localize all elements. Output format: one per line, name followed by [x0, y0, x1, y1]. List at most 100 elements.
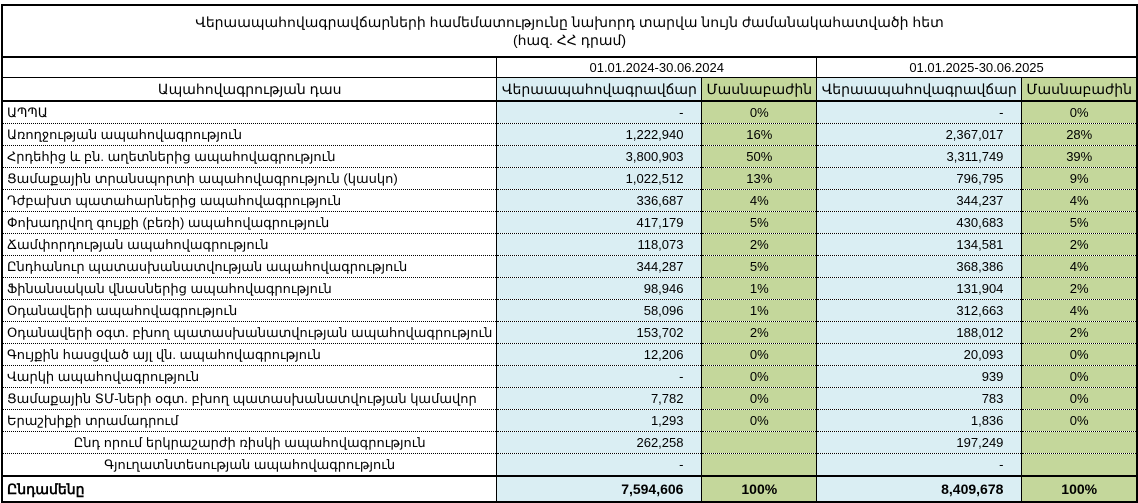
empty-cell[interactable] [1, 56, 498, 78]
premium-2025-cell[interactable]: 344,237 [816, 189, 1023, 212]
premium-2024-cell[interactable]: 7,782 [496, 387, 703, 410]
premium-2025-cell[interactable]: 131,904 [816, 277, 1023, 300]
premium-2025-cell[interactable]: 312,663 [816, 299, 1023, 322]
header-row: Ապահովագրության դաս Վերաապահովագրավճար Մ… [1, 77, 1138, 102]
total-premium-2025[interactable]: 8,409,678 [816, 475, 1023, 503]
premium-2024-cell[interactable]: - [496, 453, 703, 477]
share-2024-cell[interactable]: 0% [701, 409, 818, 432]
total-label[interactable]: Ընդամենը [1, 475, 498, 503]
premium-2024-cell[interactable]: 118,073 [496, 233, 703, 256]
premium-2025-cell[interactable]: 2,367,017 [816, 123, 1023, 146]
premium-2024-cell[interactable]: 417,179 [496, 211, 703, 234]
premium-2024-cell[interactable]: - [496, 101, 703, 124]
share-2025-cell[interactable]: 28% [1021, 123, 1138, 146]
header-share-2025[interactable]: Մասնաբաժին [1021, 77, 1138, 102]
class-name-cell[interactable]: Օդանավերի օգտ. բխող պատասխանատվության ապ… [1, 321, 498, 344]
class-name-cell[interactable]: Ընդ որում երկրաշարժի ռիսկի ապահովագրությ… [1, 431, 498, 454]
period-2024[interactable]: 01.01.2024-30.06.2024 [496, 56, 818, 78]
share-2024-cell[interactable]: 0% [701, 387, 818, 410]
share-2025-cell[interactable]: 2% [1021, 233, 1138, 256]
total-premium-2024[interactable]: 7,594,606 [496, 475, 703, 503]
share-2025-cell[interactable]: 2% [1021, 321, 1138, 344]
class-name-cell[interactable]: ԱՊՊԱ [1, 101, 498, 124]
premium-2025-cell[interactable]: 20,093 [816, 343, 1023, 366]
share-2025-cell[interactable]: 0% [1021, 101, 1138, 124]
class-name-cell[interactable]: Երաշխիքի տրամադրում [1, 409, 498, 432]
share-2025-cell[interactable]: 0% [1021, 387, 1138, 410]
premium-2025-cell[interactable]: 1,836 [816, 409, 1023, 432]
class-name-cell[interactable]: Ճամփորդության ապահովագրություն [1, 233, 498, 256]
share-2025-cell[interactable]: 4% [1021, 255, 1138, 278]
share-2025-cell[interactable] [1021, 453, 1138, 477]
share-2025-cell[interactable]: 4% [1021, 189, 1138, 212]
class-name-cell[interactable]: Վարկի ապահովագրություն [1, 365, 498, 388]
header-premium-2025[interactable]: Վերաապահովագրավճար [816, 77, 1023, 102]
share-2024-cell[interactable]: 1% [701, 299, 818, 322]
share-2024-cell[interactable]: 50% [701, 145, 818, 168]
premium-2025-cell[interactable]: 939 [816, 365, 1023, 388]
class-name-cell[interactable]: Դժբախտ պատահարներից ապահովագրություն [1, 189, 498, 212]
share-2024-cell[interactable]: 2% [701, 233, 818, 256]
premium-2024-cell[interactable]: 1,022,512 [496, 167, 703, 190]
premium-2024-cell[interactable]: 344,287 [496, 255, 703, 278]
premium-2025-cell[interactable]: 368,386 [816, 255, 1023, 278]
share-2024-cell[interactable] [701, 453, 818, 477]
share-2024-cell[interactable]: 5% [701, 255, 818, 278]
share-2024-cell[interactable]: 5% [701, 211, 818, 234]
premium-2024-cell[interactable]: 3,800,903 [496, 145, 703, 168]
premium-2024-cell[interactable]: 58,096 [496, 299, 703, 322]
class-name-cell[interactable]: Փոխադրվող գույքի (բեռի) ապահովագրություն [1, 211, 498, 234]
class-name-cell[interactable]: Գյուղատնտեսության ապահովագրություն [1, 453, 498, 477]
class-name-cell[interactable]: Հրդեհից և բն. աղետներից ապահովագրություն [1, 145, 498, 168]
premium-2025-cell[interactable]: 430,683 [816, 211, 1023, 234]
share-2024-cell[interactable]: 2% [701, 321, 818, 344]
premium-2024-cell[interactable]: 262,258 [496, 431, 703, 454]
premium-2024-cell[interactable]: 1,293 [496, 409, 703, 432]
share-2025-cell[interactable]: 5% [1021, 211, 1138, 234]
header-class[interactable]: Ապահովագրության դաս [1, 77, 498, 102]
premium-2025-cell[interactable]: 188,012 [816, 321, 1023, 344]
share-2024-cell[interactable]: 0% [701, 365, 818, 388]
class-name-cell[interactable]: Ընդհանուր պատասխանատվության ապահովագրութ… [1, 255, 498, 278]
share-2024-cell[interactable]: 0% [701, 343, 818, 366]
class-name-cell[interactable]: Գույքին հասցված այլ վն. ապահովագրություն [1, 343, 498, 366]
premium-2024-cell[interactable]: - [496, 365, 703, 388]
class-name-cell[interactable]: Ցամաքային տրանսպորտի ապահովագրություն (կ… [1, 167, 498, 190]
premium-2025-cell[interactable]: - [816, 453, 1023, 477]
total-share-2024[interactable]: 100% [701, 475, 818, 503]
premium-2025-cell[interactable]: 783 [816, 387, 1023, 410]
period-2025[interactable]: 01.01.2025-30.06.2025 [816, 56, 1138, 78]
premium-2024-cell[interactable]: 336,687 [496, 189, 703, 212]
premium-2025-cell[interactable]: 3,311,749 [816, 145, 1023, 168]
header-premium-2024[interactable]: Վերաապահովագրավճար [496, 77, 703, 102]
share-2024-cell[interactable]: 16% [701, 123, 818, 146]
premium-2025-cell[interactable]: 796,795 [816, 167, 1023, 190]
share-2024-cell[interactable]: 1% [701, 277, 818, 300]
share-2025-cell[interactable]: 2% [1021, 277, 1138, 300]
class-name-cell[interactable]: Օդանավերի ապահովագրություն [1, 299, 498, 322]
premium-2025-cell[interactable]: 197,249 [816, 431, 1023, 454]
premium-2024-cell[interactable]: 1,222,940 [496, 123, 703, 146]
total-share-2025[interactable]: 100% [1021, 475, 1138, 503]
share-2024-cell[interactable] [701, 431, 818, 454]
share-2024-cell[interactable]: 13% [701, 167, 818, 190]
class-name-cell[interactable]: Ֆինանսական վնասներից ապահովագրություն [1, 277, 498, 300]
premium-2024-cell[interactable]: 12,206 [496, 343, 703, 366]
share-2025-cell[interactable]: 0% [1021, 343, 1138, 366]
share-2025-cell[interactable]: 9% [1021, 167, 1138, 190]
share-2025-cell[interactable] [1021, 431, 1138, 454]
premium-2024-cell[interactable]: 153,702 [496, 321, 703, 344]
share-2025-cell[interactable]: 0% [1021, 409, 1138, 432]
share-2025-cell[interactable]: 39% [1021, 145, 1138, 168]
share-2024-cell[interactable]: 0% [701, 101, 818, 124]
premium-2024-cell[interactable]: 98,946 [496, 277, 703, 300]
share-2025-cell[interactable]: 0% [1021, 365, 1138, 388]
premium-2025-cell[interactable]: 134,581 [816, 233, 1023, 256]
class-name-cell[interactable]: Առողջության ապահովագրություն [1, 123, 498, 146]
share-2024-cell[interactable]: 4% [701, 189, 818, 212]
table-title-cell[interactable]: Վերաապահովագրավճարների համեմատությունը ն… [1, 4, 1138, 58]
header-share-2024[interactable]: Մասնաբաժին [701, 77, 818, 102]
share-2025-cell[interactable]: 4% [1021, 299, 1138, 322]
premium-2025-cell[interactable]: - [816, 101, 1023, 124]
class-name-cell[interactable]: Ցամաքային ՏՄ-ների օգտ. բխող պատասխանատվո… [1, 387, 498, 410]
